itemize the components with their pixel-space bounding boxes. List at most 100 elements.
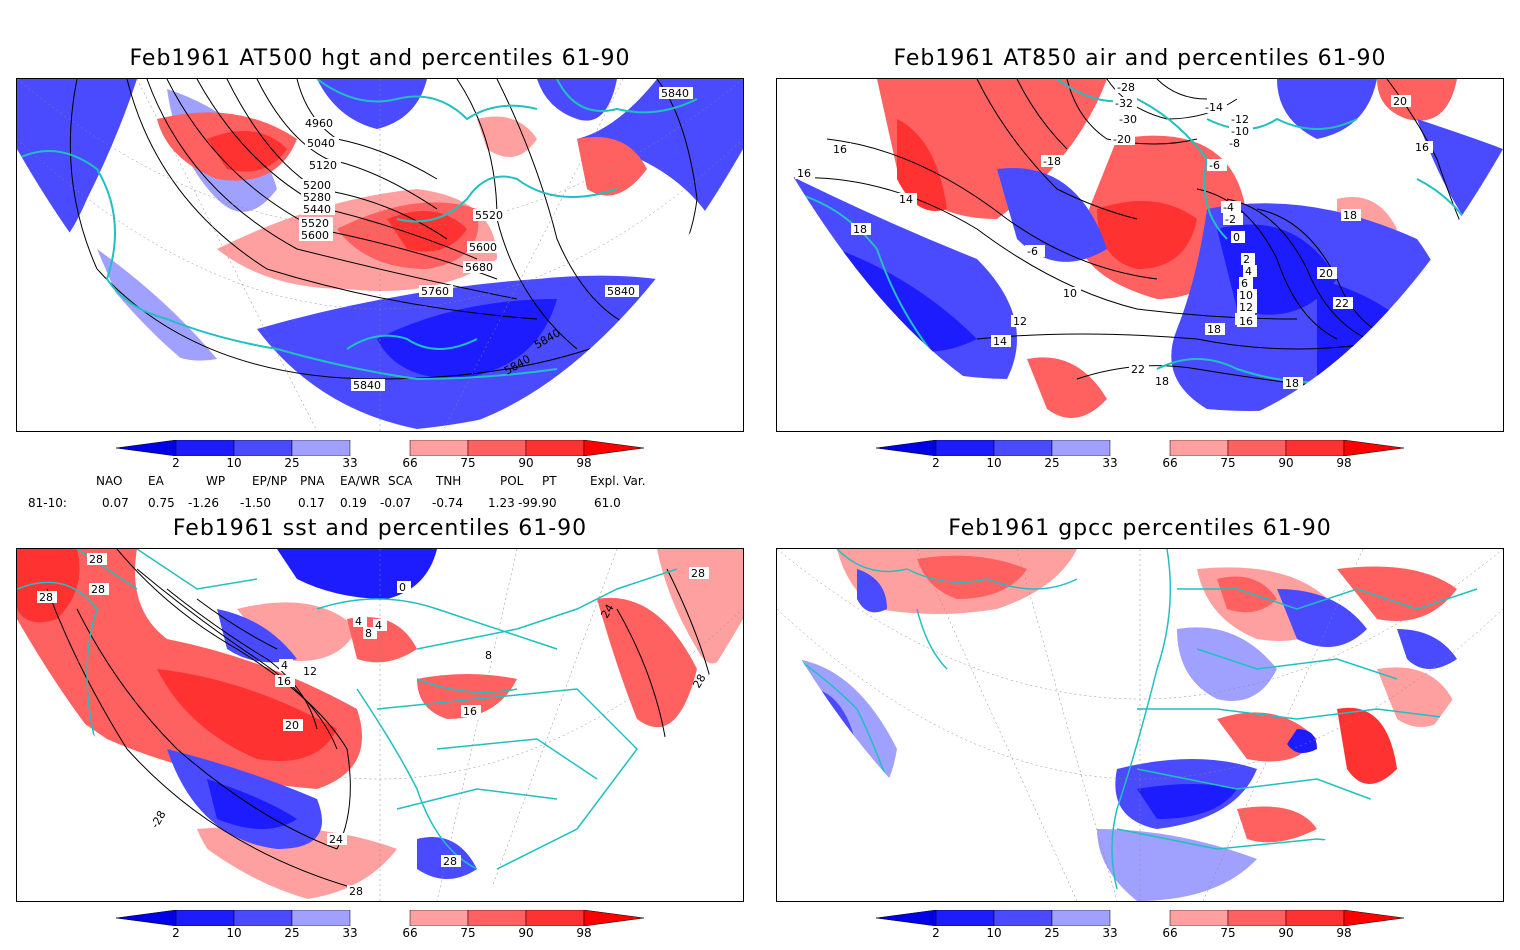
contour-label: 5040 — [307, 137, 335, 150]
colorbar-label: 10 — [986, 926, 1002, 940]
colorbar-label: 98 — [1336, 456, 1352, 470]
map-panel-air: -28 -32 -30 -14 -12 -10 -8 -20 -18 -6 -4… — [776, 78, 1504, 432]
contour-label: 12 — [1239, 301, 1253, 314]
colorbar-upper-arrow — [583, 439, 645, 457]
colorbar-gpcc: 2 10 25 33 66 75 90 98 — [875, 909, 1416, 950]
colorbar-label: 33 — [1102, 456, 1118, 470]
contour-label: -6 — [1209, 159, 1220, 172]
colorbar-segment — [409, 439, 469, 457]
colorbar-segment — [1051, 439, 1111, 457]
colorbar-segment — [291, 909, 351, 927]
colorbar-segment — [1227, 909, 1287, 927]
anomaly-blue-area — [1137, 784, 1237, 819]
colorbar-segment — [233, 909, 293, 927]
colorbar-label: 90 — [1278, 456, 1294, 470]
colorbar-segment — [291, 439, 351, 457]
colorbar-segment — [525, 439, 585, 457]
contour-label: 12 — [1013, 315, 1027, 328]
anomaly-red-area — [1337, 707, 1397, 784]
colorbar-segment — [467, 909, 527, 927]
anomaly-blue-area — [1097, 829, 1257, 901]
index-value: -1.50 — [240, 496, 272, 510]
anomaly-blue-area — [577, 79, 743, 229]
index-header: Expl. Var. — [590, 474, 646, 488]
colorbar-label: 75 — [460, 456, 476, 470]
colorbar-label: 66 — [1162, 926, 1178, 940]
contour-label: 24 — [598, 602, 616, 621]
anomaly-red-area — [1377, 79, 1457, 121]
colorbar-label: 90 — [518, 926, 534, 940]
index-value: 0.19 — [340, 496, 367, 510]
colorbar-segment — [1169, 439, 1229, 457]
index-header: EP/NP — [252, 474, 288, 488]
contour-label: -12 — [1231, 113, 1249, 126]
contour-label: 16 — [463, 705, 477, 718]
contour-label: 4 — [1245, 265, 1252, 278]
index-header: EA/WR — [340, 474, 381, 488]
contour-label: 20 — [1319, 267, 1333, 280]
contour-label: 5840 — [661, 87, 689, 100]
anomaly-blue-area — [1397, 629, 1457, 669]
colorbar-label: 2 — [172, 926, 180, 940]
anomaly-red-area — [897, 119, 947, 211]
contour-label: 24 — [329, 833, 343, 846]
colorbar-label: 98 — [1336, 926, 1352, 940]
anomaly-red-area — [477, 116, 537, 157]
index-header: TNH — [436, 474, 462, 488]
contour-label: 8 — [365, 627, 372, 640]
colorbar-upper-arrow — [583, 909, 645, 927]
contour-label: 5440 — [303, 203, 331, 216]
anomaly-blue-area — [1177, 627, 1277, 701]
anomaly-red-area — [917, 555, 1027, 599]
colorbar-segment — [993, 909, 1053, 927]
index-value: 0.07 — [102, 496, 129, 510]
contour-label: -8 — [1229, 137, 1240, 150]
contour-label: 20 — [1393, 95, 1407, 108]
colorbar-air: 2 10 25 33 66 75 90 98 — [875, 439, 1416, 480]
anomaly-blue-area — [857, 569, 887, 613]
colorbar-label: 98 — [576, 456, 592, 470]
contour-label: -14 — [1205, 101, 1223, 114]
contour-label: 16 — [833, 143, 847, 156]
contour-label: -10 — [1231, 125, 1249, 138]
contour-label: 5600 — [301, 229, 329, 242]
colorbar-label: 2 — [172, 456, 180, 470]
panel-title-sst: Feb1961 sst and percentiles 61-90 — [172, 516, 588, 541]
index-header: POL — [500, 474, 524, 488]
contour-label: 5520 — [301, 217, 329, 230]
anomaly-red-area — [577, 137, 647, 196]
contour-label: 14 — [993, 335, 1007, 348]
colorbar-segment — [175, 909, 235, 927]
contour-label: 28 — [691, 567, 705, 580]
contour-label: 18 — [1155, 375, 1169, 388]
index-row-label: 81-10: — [28, 496, 67, 510]
colorbar-segment — [993, 439, 1053, 457]
colorbar-upper-arrow — [1343, 909, 1405, 927]
contour-label: 18 — [1343, 209, 1357, 222]
anomaly-blue-area — [377, 299, 557, 379]
anomaly-red-area — [1097, 201, 1197, 269]
anomaly-red-area — [207, 131, 287, 172]
contour-label: 4960 — [305, 117, 333, 130]
contour-label: -4 — [1223, 201, 1234, 214]
colorbar-segment — [1227, 439, 1287, 457]
anomaly-blue-area — [1277, 589, 1367, 647]
index-header: SCA — [388, 474, 413, 488]
index-value: 1.23 — [488, 496, 515, 510]
map-panel-sst: 28 28 28 0 4 4 8 4 12 16 20 24 28 -28 28… — [16, 548, 744, 902]
contour-label: 5200 — [303, 179, 331, 192]
index-value: 0.17 — [298, 496, 325, 510]
contour-label: 18 — [1285, 377, 1299, 390]
colorbar-label: 25 — [284, 456, 300, 470]
contour-label: -30 — [1119, 113, 1137, 126]
contour-label: 5840 — [353, 379, 381, 392]
contour-label: 28 — [89, 553, 103, 566]
map-panel-hgt: 4960 5040 5120 5200 5280 5440 5520 5600 … — [16, 78, 744, 432]
contour-label: 16 — [1239, 315, 1253, 328]
colorbar-hgt: 2 10 25 33 66 75 90 98 — [115, 439, 656, 480]
map-panel-gpcc — [776, 548, 1504, 902]
colorbar-label: 75 — [1220, 926, 1236, 940]
colorbar-label: 25 — [1044, 456, 1060, 470]
colorbar-segment — [935, 439, 995, 457]
anomaly-blue-area — [97, 249, 217, 361]
